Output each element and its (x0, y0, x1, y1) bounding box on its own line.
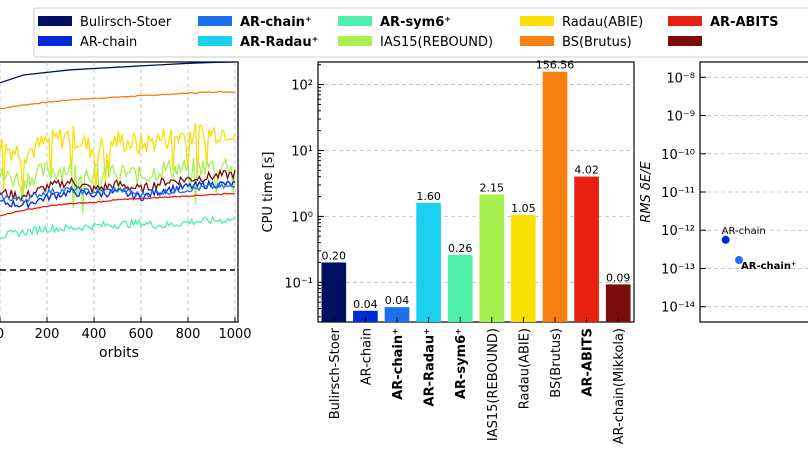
legend-swatch-bulirsch-stoer (38, 16, 72, 26)
legend-label-radau-abie: Radau(ABIE) (562, 15, 643, 30)
bar-ias15-rebound (479, 194, 505, 322)
bar-category-label: AR-ABITS (581, 328, 596, 397)
bar-value-label: 1.05 (511, 202, 536, 215)
scatter-point-ar-chain (735, 256, 744, 265)
line-xlabel: orbits (99, 345, 139, 361)
legend-label-ar-chain: AR-chain (80, 35, 137, 50)
bar-radau-abie (511, 215, 536, 322)
line-series-ar-chain (0, 178, 236, 210)
line-series-ias15-rebound (0, 156, 236, 213)
bar-bs-brutus (542, 71, 568, 323)
legend-label-ar-radau: AR-Radau⁺ (240, 35, 318, 50)
scatter-ytick-label: 10⁻¹² (661, 224, 695, 239)
bar-category-label: Radau(ABIE) (517, 328, 532, 409)
line-series-ar-chain (0, 182, 236, 204)
legend-swatch-radau-abie (520, 16, 554, 26)
line-xtick-label: 200 (35, 327, 60, 342)
bar-category-label: AR-Radau⁺ (423, 328, 438, 406)
bar-category-label: AR-sym6⁺ (454, 328, 469, 399)
bar-ar-sym6 (447, 254, 473, 322)
bar-value-label: 0.09 (606, 271, 631, 284)
legend-label-bs-brutus: BS(Brutus) (562, 35, 632, 50)
line-series-ar-chain-mikkola (0, 168, 236, 202)
scatter-ytick-label: 10⁻¹³ (661, 262, 695, 277)
scatter-point-label: AR-chain⁺ (741, 261, 796, 272)
legend-swatch-ar-chain (38, 36, 72, 46)
legend-swatch-ar-chain (198, 16, 232, 26)
bar-value-label: 0.26 (448, 242, 473, 255)
bar-ar-chain-mikkola (605, 284, 631, 322)
line-xtick-label: 0 (0, 327, 4, 342)
line-xtick-label: 800 (176, 327, 201, 342)
line-series-bulirsch-stoer (0, 61, 236, 84)
legend-swatch-ar-abits (668, 16, 702, 26)
bar-category-label: Bulirsch-Stoer (328, 327, 343, 419)
bar-category-label: AR-chain (359, 328, 374, 385)
line-xtick-label: 600 (129, 327, 154, 342)
scatter-ylabel: RMS δE/E (639, 161, 654, 223)
legend-label-bulirsch-stoer: Bulirsch-Stoer (80, 15, 172, 30)
line-xtick-label: 1000 (218, 327, 251, 342)
legend-label-ar-abits: AR-ABITS (710, 15, 779, 30)
bar-value-label: 0.04 (353, 298, 378, 311)
legend-label-ias15-rebound: IAS15(REBOUND) (380, 35, 493, 50)
bar-ytick-label: 10² (291, 79, 313, 94)
bar-bulirsch-stoer (321, 262, 347, 322)
bar-panel: 0.20 0.04 0.04 1.60 0.26 2.15 1.05 156.56 4.02 0.… (261, 59, 635, 444)
line-plot-frame (0, 61, 239, 323)
line-panel: 0 200 400 600 800 1000 orbits (0, 61, 252, 361)
bar-category-label: AR-chain(Mikkola) (612, 328, 627, 444)
scatter-panel: Bulirsch-StoerAR-chainAR-chain(Mikkola)A… (639, 61, 808, 323)
bar-ytick-label: 10¹ (291, 144, 313, 159)
bar-plot-frame (317, 61, 635, 323)
scatter-point-label: AR-chain (722, 226, 766, 237)
bar-value-label: 0.04 (385, 294, 410, 307)
legend-swatch-ar-radau (198, 36, 232, 46)
bar-category-label: AR-chain⁺ (391, 328, 406, 400)
legend-swatch-extra (668, 36, 702, 46)
bar-ar-chain (353, 310, 378, 322)
legend-label-ar-chain: AR-chain⁺ (240, 15, 312, 30)
line-series-radau-abie (0, 123, 236, 198)
legend-swatch-ias15-rebound (338, 36, 372, 46)
bar-ar-radau (416, 202, 441, 322)
line-series-ar-sym6 (0, 214, 236, 240)
scatter-point-ar-chain (721, 235, 730, 244)
legend-swatch-bs-brutus (520, 36, 554, 46)
legend: Bulirsch-Stoer AR-chain AR-chain⁺ AR-Radau⁺… (33, 7, 808, 58)
bar-category-label: BS(Brutus) (549, 328, 564, 398)
bar-ar-abits (574, 176, 599, 322)
bar-value-label: 2.15 (480, 181, 505, 194)
bar-ytick-label: 10⁻¹ (284, 276, 313, 291)
scatter-ytick-label: 10⁻¹⁴ (661, 301, 695, 316)
scatter-ytick-label: 10⁻⁸ (666, 71, 695, 86)
bar-category-label: IAS15(REBOUND) (486, 328, 501, 441)
bar-value-label: 1.60 (416, 190, 441, 203)
bar-value-label: 0.20 (322, 249, 347, 262)
scatter-ytick-label: 10⁻¹¹ (661, 186, 695, 201)
line-series-bs-brutus (0, 90, 236, 110)
line-xtick-label: 400 (82, 327, 107, 342)
legend-label-ar-sym6: AR-sym6⁺ (380, 15, 451, 30)
bar-value-label: 156.56 (536, 59, 575, 72)
scatter-ytick-label: 10⁻¹⁰ (661, 148, 695, 163)
bar-ylabel: CPU time [s] (261, 152, 276, 233)
bar-value-label: 4.02 (574, 164, 599, 177)
legend-swatch-ar-sym6 (338, 16, 372, 26)
bar-ar-chain (384, 307, 410, 322)
scatter-ytick-label: 10⁻⁹ (666, 110, 695, 125)
line-series-ar-abits (0, 192, 236, 217)
bar-ytick-label: 10⁰ (291, 210, 313, 225)
